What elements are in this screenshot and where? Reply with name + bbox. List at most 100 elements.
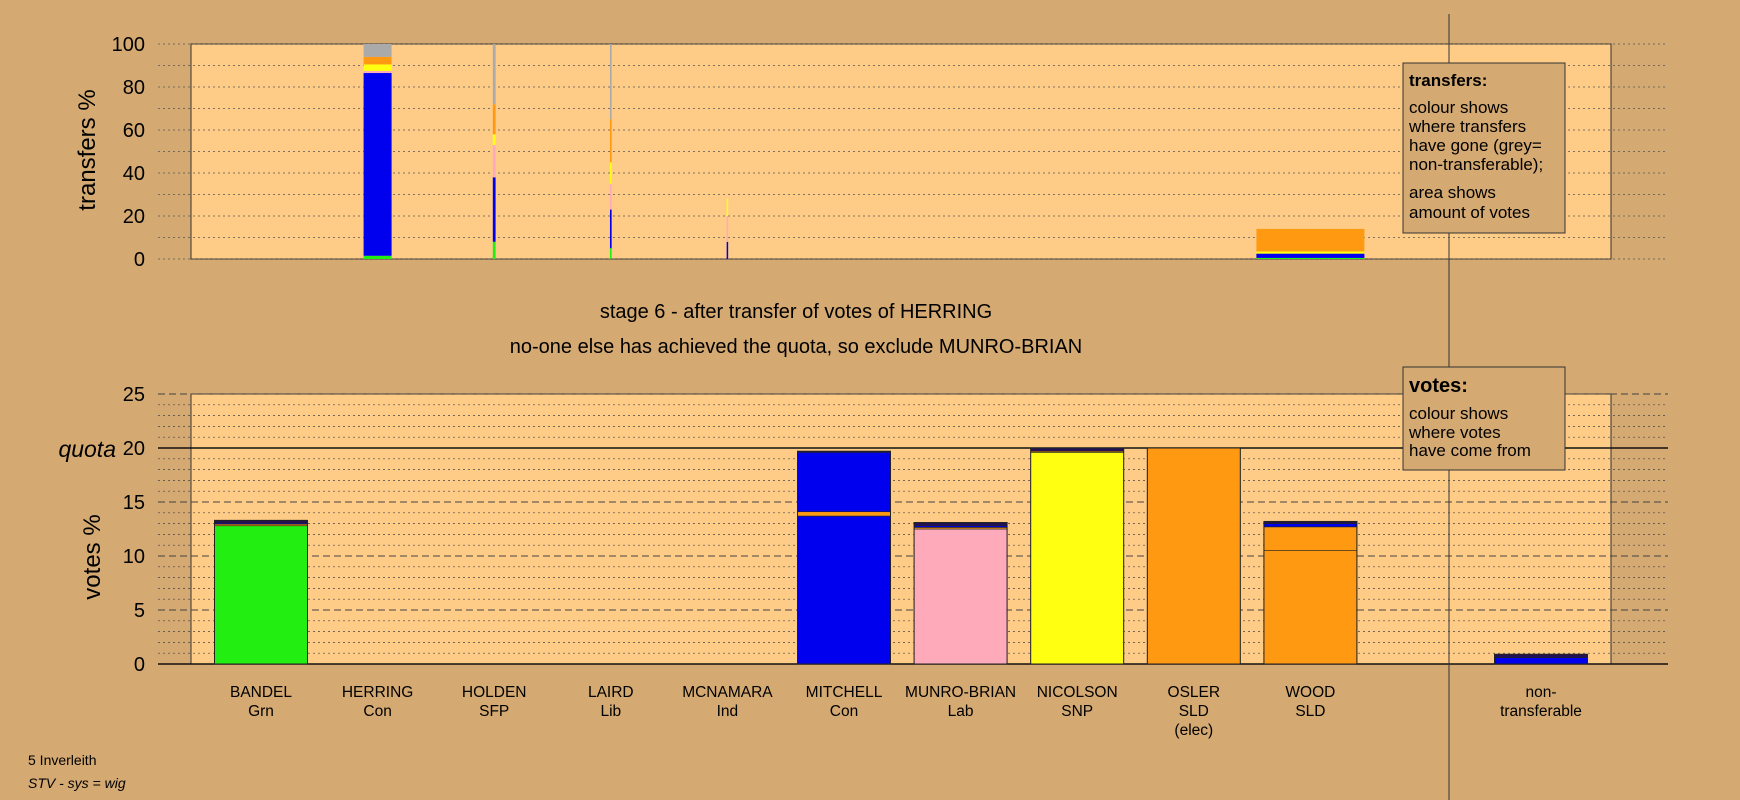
transfer-segment — [609, 248, 612, 259]
transfer-segment — [363, 64, 392, 71]
stage-title: stage 6 - after transfer of votes of HER… — [600, 301, 992, 323]
transfers-y-tick-label: 100 — [112, 34, 145, 56]
transfer-segment — [363, 70, 392, 74]
votes-y-tick-label: 10 — [123, 546, 145, 568]
transfers-legend-line: colour shows — [1409, 98, 1508, 117]
transfers-gridlines — [158, 43, 1668, 260]
transfer-segment — [363, 44, 392, 57]
votes-legend: votes: colour shows where votes have com… — [1402, 366, 1566, 471]
vote-segment — [797, 452, 891, 513]
transfer-segment — [1256, 257, 1365, 259]
transfer-segment — [609, 44, 612, 120]
transfer-segment — [492, 241, 496, 259]
transfer-segment — [363, 255, 392, 259]
transfers-legend-line: have gone (grey= — [1409, 136, 1542, 155]
votes-y-ticks: 0 5 10 15 20 25 — [123, 384, 145, 676]
candidate-name: HOLDEN — [462, 684, 527, 701]
candidate-party: Lab — [948, 703, 974, 720]
candidate-party: SLD — [1179, 703, 1209, 720]
votes-y-tick-label: 15 — [123, 492, 145, 514]
votes-legend-line: colour shows — [1409, 404, 1508, 423]
quota-label: quota — [58, 436, 116, 462]
transfer-segment — [726, 216, 729, 242]
transfers-legend-line: amount of votes — [1409, 203, 1530, 222]
transfer-segment — [492, 134, 496, 146]
votes-y-axis-label: votes % — [79, 514, 106, 599]
transfers-y-tick-label: 80 — [123, 77, 145, 99]
transfers-y-axis-label: transfers % — [74, 89, 101, 210]
transfer-segment — [1256, 251, 1365, 254]
transfer-segment — [492, 104, 496, 135]
candidate-party: Con — [363, 703, 391, 720]
vote-segment-outline — [1146, 447, 1241, 665]
transfer-segment — [609, 119, 612, 163]
candidate-name: OSLER — [1168, 684, 1221, 701]
votes-y-tick-label: 25 — [123, 384, 145, 406]
votes-y-tick-label: 0 — [134, 654, 145, 676]
transfers-y-tick-label: 60 — [123, 120, 145, 142]
vote-segment-outline — [214, 519, 308, 665]
transfers-y-tick-label: 0 — [134, 249, 145, 271]
transfer-segment — [1256, 253, 1365, 258]
votes-legend-title: votes: — [1409, 375, 1468, 397]
candidate-party: SNP — [1061, 703, 1093, 720]
transfer-segment — [609, 162, 612, 184]
system-label: STV - sys = wig — [28, 775, 126, 791]
transfer-segment — [609, 209, 612, 249]
vote-segment — [1263, 526, 1358, 551]
vote-segment — [797, 511, 891, 517]
transfer-segment — [363, 73, 392, 256]
transfers-bars — [363, 44, 1365, 259]
transfers-legend-line: area shows — [1409, 183, 1496, 202]
transfers-y-tick-label: 20 — [123, 206, 145, 228]
votes-y-tick-label: 20 — [123, 438, 145, 460]
transfer-segment — [1256, 228, 1365, 252]
vote-segment — [1263, 550, 1358, 665]
vote-segment-outline — [913, 522, 1008, 665]
transfer-segment — [609, 183, 612, 210]
candidate-party: Ind — [717, 703, 739, 720]
nontransferable-segment — [1494, 657, 1588, 665]
transfers-legend-title: transfers: — [1409, 71, 1487, 90]
votes-legend-line: where votes — [1408, 423, 1501, 442]
candidate-name: LAIRD — [588, 684, 634, 701]
vote-segment-outline — [1263, 520, 1358, 665]
transfers-legend-line: where transfers — [1408, 117, 1526, 136]
transfers-legend-line: non-transferable); — [1409, 155, 1543, 174]
nontransferable-label: transferable — [1500, 703, 1582, 720]
votes-plot-area — [190, 393, 1612, 665]
transfer-segment — [492, 44, 496, 105]
candidate-party: SLD — [1295, 703, 1325, 720]
transfer-segment — [726, 198, 729, 216]
votes-gridlines — [158, 393, 1668, 665]
candidate-party: Lib — [600, 703, 621, 720]
candidate-name: BANDEL — [230, 684, 292, 701]
candidate-name: HERRING — [342, 684, 413, 701]
candidate-name: MITCHELL — [806, 684, 883, 701]
transfer-segment — [492, 177, 496, 242]
candidate-labels: BANDEL Grn HERRING Con HOLDEN SFP LAIRD Lib MCNA… — [230, 684, 1582, 739]
transfers-y-ticks: 0 20 40 60 80 100 — [112, 34, 145, 271]
vote-segment-outline — [797, 450, 891, 665]
vote-segment — [214, 525, 308, 665]
votes-bars — [214, 447, 1588, 665]
vote-segment — [1030, 452, 1124, 665]
transfers-y-tick-label: 40 — [123, 163, 145, 185]
nontransferable-label: non- — [1525, 684, 1556, 701]
votes-legend-line: have come from — [1409, 441, 1531, 460]
stage-subtitle: no-one else has achieved the quota, so e… — [510, 336, 1083, 358]
candidate-name: MUNRO-BRIAN — [905, 684, 1016, 701]
transfer-segment — [726, 241, 729, 259]
candidate-party: Grn — [248, 703, 274, 720]
transfer-segment — [492, 145, 496, 178]
candidate-note: (elec) — [1174, 722, 1213, 739]
vote-segment — [913, 528, 1008, 665]
votes-y-tick-label: 5 — [134, 600, 145, 622]
candidate-party: SFP — [479, 703, 509, 720]
candidate-party: Con — [830, 703, 858, 720]
transfer-segment — [363, 56, 392, 65]
candidate-name: NICOLSON — [1037, 684, 1118, 701]
candidate-name: MCNAMARA — [682, 684, 773, 701]
